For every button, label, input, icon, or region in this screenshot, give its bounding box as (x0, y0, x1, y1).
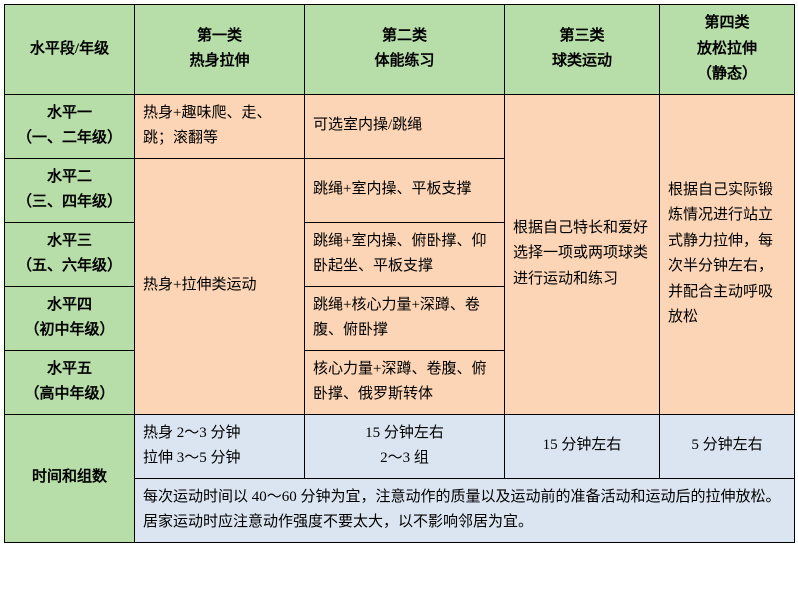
level-5-fitness: 核心力量+深蹲、卷腹、俯卧撑、俄罗斯转体 (305, 350, 505, 414)
time-fitness-l1: 15 分钟左右 (365, 425, 444, 441)
ball-sports-merged: 根据自己特长和爱好选择一项或两项球类进行运动和练习 (505, 94, 660, 414)
level-2-name: 水平二 (47, 169, 92, 185)
level-2-label: 水平二 （三、四年级） (5, 158, 135, 222)
level-3-fitness: 跳绳+室内操、俯卧撑、仰卧起坐、平板支撑 (305, 222, 505, 286)
header-c3-line2: 球类运动 (552, 53, 612, 69)
time-fitness: 15 分钟左右 2～3 组 (305, 414, 505, 478)
level-4-grades: （初中年级） (24, 322, 114, 338)
warmup-merged: 热身+拉伸类运动 (135, 158, 305, 414)
level-1-label: 水平一 （一、二年级） (5, 94, 135, 158)
header-category-3: 第三类 球类运动 (505, 5, 660, 95)
level-5-grades: （高中年级） (24, 386, 114, 402)
exercise-plan-table: 水平段/年级 第一类 热身拉伸 第二类 体能练习 第三类 球类运动 第四类 放松… (4, 4, 795, 543)
level-1-fitness: 可选室内操/跳绳 (305, 94, 505, 158)
level-2-fitness: 跳绳+室内操、平板支撑 (305, 158, 505, 222)
level-1-name: 水平一 (47, 105, 92, 121)
header-category-1: 第一类 热身拉伸 (135, 5, 305, 95)
time-warmup-l1: 热身 2～3 分钟 (143, 425, 241, 441)
header-c1-line2: 热身拉伸 (189, 53, 249, 69)
level-5-name: 水平五 (47, 361, 92, 377)
header-category-2: 第二类 体能练习 (305, 5, 505, 95)
time-row-1: 时间和组数 热身 2～3 分钟 拉伸 3～5 分钟 15 分钟左右 2～3 组 … (5, 414, 795, 478)
header-c4-line3: （静态） (697, 66, 757, 82)
level-3-label: 水平三 （五、六年级） (5, 222, 135, 286)
level-3-grades: （五、六年级） (17, 258, 122, 274)
time-ball: 15 分钟左右 (505, 414, 660, 478)
time-stretch: 5 分钟左右 (660, 414, 795, 478)
time-warmup: 热身 2～3 分钟 拉伸 3～5 分钟 (135, 414, 305, 478)
header-c1-line1: 第一类 (197, 28, 242, 44)
header-category-4: 第四类 放松拉伸 （静态） (660, 5, 795, 95)
level-2-grades: （三、四年级） (17, 194, 122, 210)
header-c4-line2: 放松拉伸 (697, 41, 757, 57)
header-c2-line1: 第二类 (382, 28, 427, 44)
level-4-fitness: 跳绳+核心力量+深蹲、卷腹、俯卧撑 (305, 286, 505, 350)
header-level-grade: 水平段/年级 (5, 5, 135, 95)
time-warmup-l2: 拉伸 3～5 分钟 (143, 450, 241, 466)
header-c3-line1: 第三类 (559, 28, 604, 44)
level-5-label: 水平五 （高中年级） (5, 350, 135, 414)
level-1-grades: （一、二年级） (17, 130, 122, 146)
header-row: 水平段/年级 第一类 热身拉伸 第二类 体能练习 第三类 球类运动 第四类 放松… (5, 5, 795, 95)
header-c2-line2: 体能练习 (374, 53, 434, 69)
level-3-name: 水平三 (47, 233, 92, 249)
header-c4-line1: 第四类 (704, 15, 749, 31)
time-note: 每次运动时间以 40～60 分钟为宜，注意动作的质量以及运动前的准备活动和运动后… (135, 478, 795, 542)
level-4-name: 水平四 (47, 297, 92, 313)
time-fitness-l2: 2～3 组 (380, 450, 429, 466)
level-1-warmup: 热身+趣味爬、走、跳；滚翻等 (135, 94, 305, 158)
level-1-row: 水平一 （一、二年级） 热身+趣味爬、走、跳；滚翻等 可选室内操/跳绳 根据自己… (5, 94, 795, 158)
level-4-label: 水平四 （初中年级） (5, 286, 135, 350)
time-label: 时间和组数 (5, 414, 135, 542)
stretch-merged: 根据自己实际锻炼情况进行站立式静力拉伸，每次半分钟左右，并配合主动呼吸放松 (660, 94, 795, 414)
